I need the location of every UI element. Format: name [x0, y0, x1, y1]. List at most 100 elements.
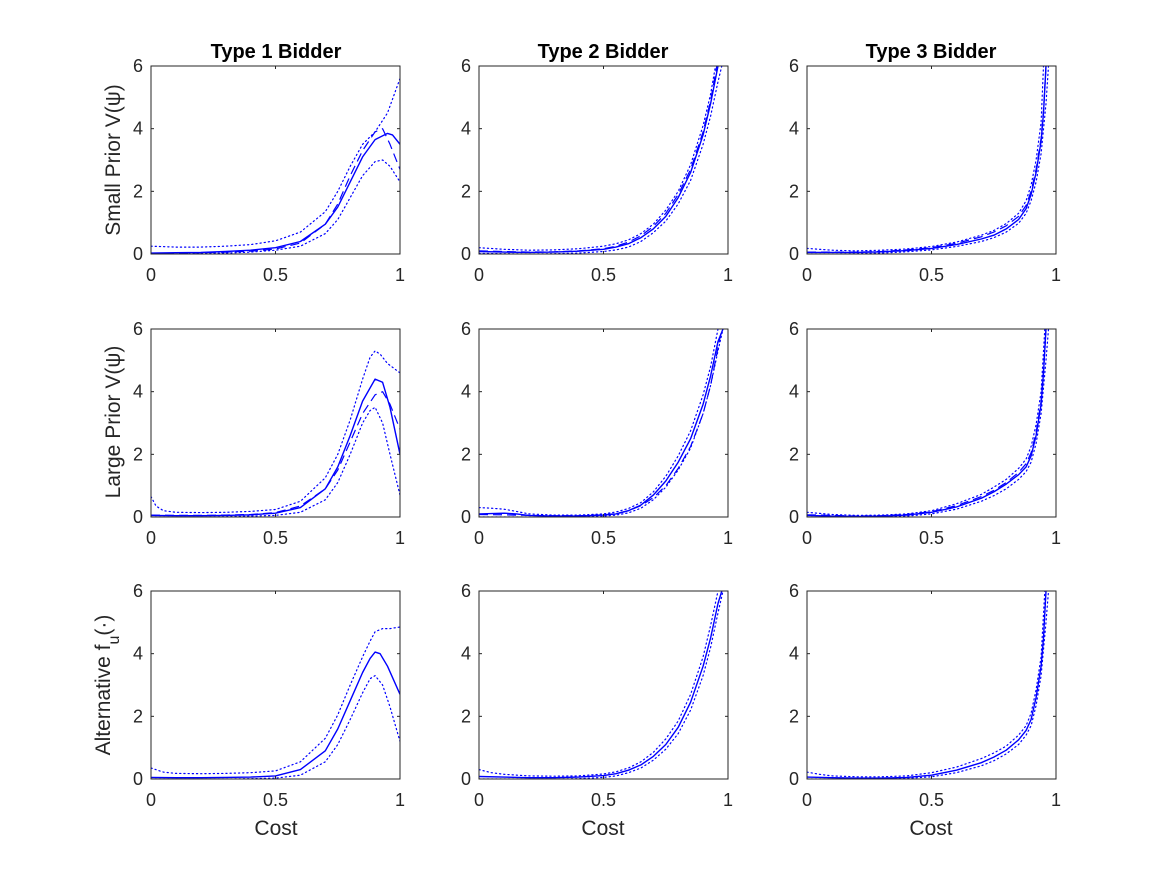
x-label-col-1: Cost [254, 817, 297, 840]
x-tick-label: 0.5 [263, 790, 288, 810]
plot-area [807, 591, 1056, 779]
y-tick-label: 0 [461, 769, 471, 789]
x-tick-label: 0 [146, 265, 156, 285]
row-label-1: Small Prior V(ψ) [102, 84, 125, 235]
series-line-dashed-2 [151, 128, 400, 254]
x-tick-label: 1 [395, 265, 405, 285]
series-group [151, 77, 400, 254]
plot-area [479, 66, 728, 254]
x-tick-label: 0.5 [919, 790, 944, 810]
series-line-dotted-3 [151, 350, 400, 514]
y-tick-label: 2 [133, 706, 143, 726]
x-tick-label: 0 [146, 790, 156, 810]
x-tick-label: 0.5 [591, 265, 616, 285]
y-tick-label: 6 [133, 319, 143, 339]
y-tick-label: 6 [789, 56, 799, 76]
x-tick-label: 1 [723, 528, 733, 548]
y-tick-label: 0 [789, 244, 799, 264]
series-line-dotted-4 [807, 329, 1050, 517]
series-line-dotted-2 [807, 591, 1046, 778]
column-title-1: Type 1 Bidder [211, 41, 342, 63]
y-tick-label: 0 [789, 769, 799, 789]
subplot-r3-c3: 0 0.5 1 0 2 4 6 [789, 581, 1061, 810]
x-tick-label: 1 [1051, 265, 1061, 285]
x-tick-label: 1 [395, 528, 405, 548]
series-line-dotted-2 [479, 591, 719, 777]
y-tick-label: 2 [133, 181, 143, 201]
subplot-grid: 0 0.5 1 0 2 4 6 0 0.5 1 0 2 4 6 0 0.5 1 0 2 4 6 0 0.5 1 0 2 4 6 0 0.5… [133, 56, 1061, 810]
series-group [151, 350, 400, 517]
x-tick-label: 1 [1051, 790, 1061, 810]
series-line-solid-1 [151, 651, 400, 779]
y-tick-label: 2 [133, 444, 143, 464]
x-tick-label: 0.5 [919, 528, 944, 548]
y-tick-label: 4 [133, 644, 143, 664]
y-tick-label: 0 [133, 244, 143, 264]
y-tick-label: 2 [789, 444, 799, 464]
subplot-r1-c1: 0 0.5 1 0 2 4 6 [133, 56, 405, 285]
series-line-solid-1 [479, 591, 723, 779]
series-line-dotted-4 [151, 159, 400, 254]
y-tick-label: 2 [461, 444, 471, 464]
plot-area [479, 591, 728, 779]
x-tick-label: 1 [723, 265, 733, 285]
x-tick-label: 1 [1051, 528, 1061, 548]
series-group [479, 591, 724, 779]
plot-area [151, 329, 400, 517]
y-tick-label: 2 [789, 181, 799, 201]
subplot-r1-c2: 0 0.5 1 0 2 4 6 [461, 56, 733, 285]
series-line-dotted-3 [479, 591, 724, 779]
subplot-r2-c1: 0 0.5 1 0 2 4 6 [133, 319, 405, 548]
column-title-2: Type 2 Bidder [538, 41, 669, 63]
plot-area [151, 66, 400, 254]
y-tick-label: 6 [461, 581, 471, 601]
row-label-3: Alternative fu(·) [92, 615, 123, 756]
series-group [479, 66, 723, 254]
plot-area [479, 329, 728, 517]
subplot-r3-c2: 0 0.5 1 0 2 4 6 [461, 581, 733, 810]
y-tick-label: 4 [133, 382, 143, 402]
x-tick-label: 0.5 [919, 265, 944, 285]
series-line-solid-1 [807, 66, 1047, 254]
y-tick-label: 6 [789, 319, 799, 339]
series-line-dotted-2 [151, 626, 400, 775]
y-tick-label: 0 [461, 244, 471, 264]
row-label-2: Large Prior V(ψ) [102, 346, 125, 499]
x-tick-label: 1 [395, 790, 405, 810]
y-tick-label: 4 [789, 382, 799, 402]
series-line-dashed-2 [479, 329, 723, 517]
plot-area [807, 66, 1056, 254]
series-group [151, 626, 400, 779]
y-tick-label: 6 [133, 56, 143, 76]
x-tick-label: 0.5 [263, 265, 288, 285]
y-tick-label: 0 [789, 507, 799, 527]
plot-area [807, 329, 1056, 517]
series-line-solid-1 [807, 591, 1047, 779]
x-tick-label: 0 [802, 265, 812, 285]
x-tick-label: 0.5 [591, 528, 616, 548]
x-tick-label: 0 [474, 528, 484, 548]
x-label-col-2: Cost [581, 817, 624, 840]
y-tick-label: 4 [789, 119, 799, 139]
y-tick-label: 0 [133, 507, 143, 527]
series-line-dashed-2 [807, 66, 1047, 253]
y-tick-label: 2 [461, 181, 471, 201]
series-line-dashed-2 [151, 391, 400, 516]
x-tick-label: 0.5 [591, 790, 616, 810]
y-tick-label: 0 [133, 769, 143, 789]
y-tick-label: 4 [461, 644, 471, 664]
x-tick-label: 0 [802, 528, 812, 548]
y-tick-label: 4 [789, 644, 799, 664]
series-line-dashed-2 [479, 66, 718, 253]
series-line-dotted-3 [151, 675, 400, 779]
y-tick-label: 2 [461, 706, 471, 726]
plot-area [151, 591, 400, 779]
series-group [807, 329, 1050, 517]
y-tick-label: 4 [461, 382, 471, 402]
series-line-dotted-3 [807, 329, 1046, 516]
y-tick-label: 6 [789, 581, 799, 601]
y-tick-label: 4 [461, 119, 471, 139]
y-tick-label: 4 [133, 119, 143, 139]
x-tick-label: 0 [474, 265, 484, 285]
